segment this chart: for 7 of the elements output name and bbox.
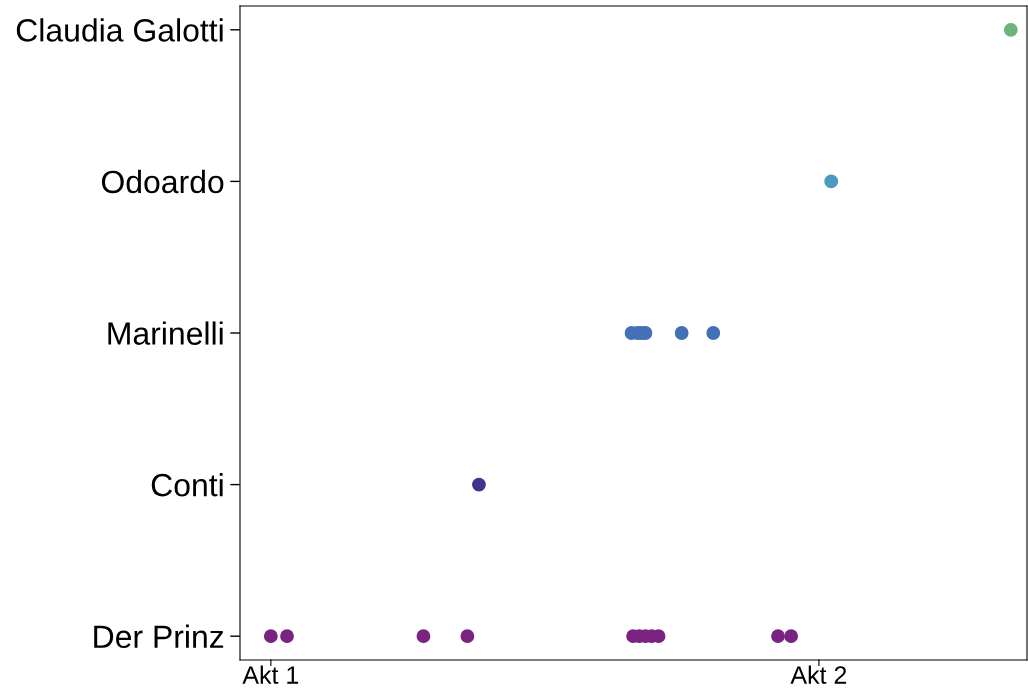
y-tick-label: Odoardo xyxy=(101,169,224,194)
ref-line-label: Akt 1 xyxy=(242,665,299,684)
y-tick-label: Marinelli xyxy=(108,321,223,345)
y-tick-label: Der Prinz xyxy=(94,624,224,649)
ref-line-label: Akt 2 xyxy=(790,665,847,684)
y-tick-label: Conti xyxy=(151,473,223,497)
y-tick-label: Claudia Galotti xyxy=(16,18,223,42)
